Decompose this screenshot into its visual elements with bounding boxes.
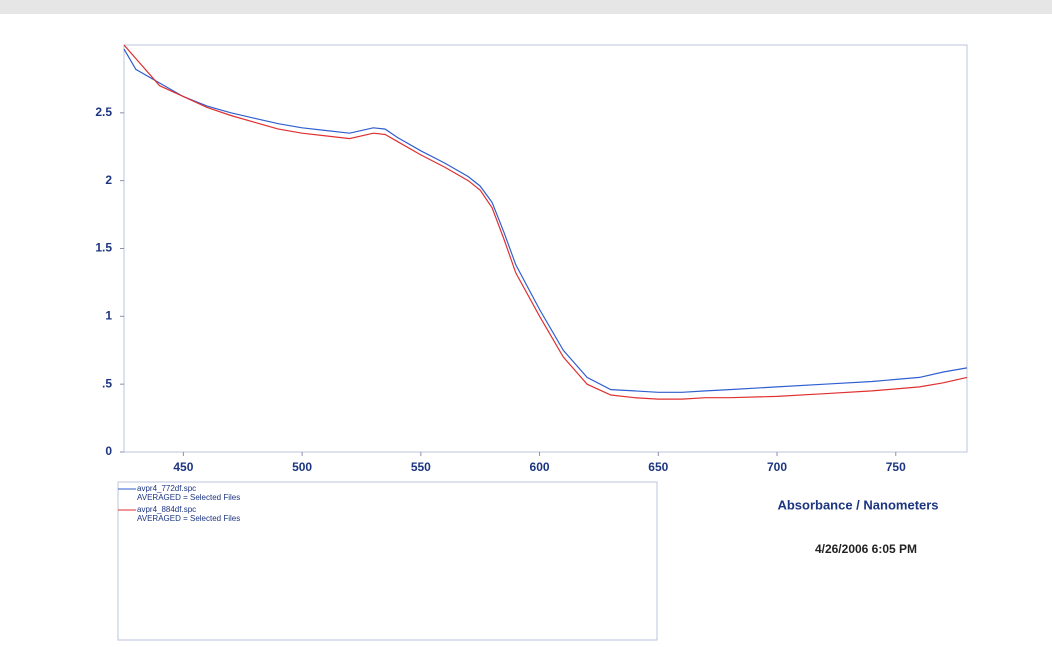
y-tick-label: 1 (105, 309, 112, 323)
timestamp: 4/26/2006 6:05 PM (815, 542, 917, 556)
x-tick-label: 700 (767, 460, 787, 474)
x-tick-label: 650 (648, 460, 668, 474)
x-axis-label: Absorbance / Nanometers (777, 497, 938, 512)
y-tick-label: 0 (105, 444, 112, 458)
y-tick-label: .5 (102, 376, 112, 390)
legend-box (117, 481, 658, 641)
x-tick-label: 750 (886, 460, 906, 474)
x-tick-label: 550 (411, 460, 431, 474)
x-tick-label: 500 (292, 460, 312, 474)
legend-note: AVERAGED = Selected Files (137, 514, 240, 523)
legend-name: avpr4_772df.spc (137, 484, 196, 493)
plot-frame (123, 44, 968, 453)
x-tick-label: 600 (530, 460, 550, 474)
y-tick-label: 1.5 (95, 241, 112, 255)
x-tick-label: 450 (173, 460, 193, 474)
scan-edge (0, 0, 1052, 14)
series-line (123, 48, 968, 393)
y-tick-label: 2 (105, 173, 112, 187)
legend-note: AVERAGED = Selected Files (137, 493, 240, 502)
series-line (123, 44, 968, 400)
y-tick-label: 2.5 (95, 105, 112, 119)
legend-name: avpr4_884df.spc (137, 505, 196, 514)
